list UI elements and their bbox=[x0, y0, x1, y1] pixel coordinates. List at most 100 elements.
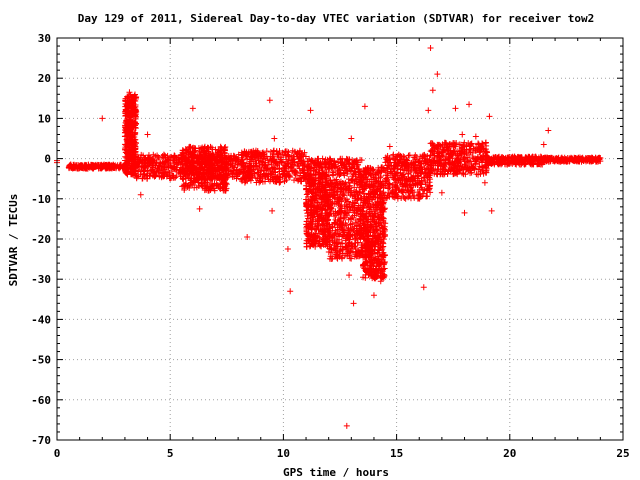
data-point-dense bbox=[185, 165, 192, 172]
data-point-dense bbox=[141, 156, 148, 163]
data-point-dense bbox=[198, 146, 205, 153]
data-point-dense bbox=[131, 92, 138, 99]
data-point-dense bbox=[129, 160, 136, 167]
data-points bbox=[54, 45, 604, 429]
data-point-dense bbox=[189, 170, 196, 177]
data-point-dense bbox=[187, 177, 194, 184]
data-point-dense bbox=[107, 165, 114, 172]
data-point-dense bbox=[147, 160, 154, 167]
data-point-dense bbox=[129, 129, 136, 136]
data-point-dense bbox=[202, 170, 209, 177]
data-point-dense bbox=[130, 146, 137, 153]
data-point-dense bbox=[204, 176, 211, 183]
data-point-dense bbox=[189, 182, 196, 189]
data-point-dense bbox=[183, 180, 190, 187]
data-point-dense bbox=[80, 165, 87, 172]
data-point-dense bbox=[104, 161, 111, 168]
data-point-dense bbox=[133, 174, 140, 181]
data-point-dense bbox=[123, 117, 130, 124]
data-point-dense bbox=[221, 155, 228, 162]
data-point-dense bbox=[155, 162, 162, 169]
data-point-dense bbox=[123, 150, 130, 157]
data-point-dense bbox=[191, 147, 198, 154]
data-point-dense bbox=[125, 109, 132, 116]
data-point-dense bbox=[222, 172, 229, 179]
data-point-dense bbox=[195, 166, 202, 173]
data-point-dense bbox=[172, 174, 179, 181]
data-point-dense bbox=[199, 159, 206, 166]
data-point-dense bbox=[160, 173, 167, 180]
data-point-dense bbox=[68, 164, 75, 171]
data-point-dense bbox=[230, 173, 237, 180]
data-point-dense bbox=[158, 167, 165, 174]
data-point-dense bbox=[130, 119, 137, 126]
data-point-dense bbox=[213, 160, 220, 167]
data-point-dense bbox=[123, 149, 130, 156]
data-point-dense bbox=[124, 132, 131, 139]
data-point-dense bbox=[221, 150, 228, 157]
data-point-dense bbox=[207, 156, 214, 163]
grid-lines bbox=[57, 38, 623, 440]
data-point-dense bbox=[124, 105, 131, 112]
data-point-dense bbox=[171, 152, 178, 159]
data-point-dense bbox=[212, 169, 219, 176]
data-point-dense bbox=[160, 154, 167, 161]
data-point-dense bbox=[209, 151, 216, 158]
data-point-dense bbox=[180, 153, 187, 160]
data-point-dense bbox=[207, 171, 214, 178]
data-point-dense bbox=[127, 114, 134, 121]
data-point-dense bbox=[152, 153, 159, 160]
data-point-dense bbox=[217, 143, 224, 150]
data-point-dense bbox=[215, 183, 222, 190]
data-point-dense bbox=[182, 146, 189, 153]
data-point-dense bbox=[187, 148, 194, 155]
data-point-dense bbox=[220, 177, 227, 184]
data-point-dense bbox=[191, 178, 198, 185]
data-point-dense bbox=[116, 164, 123, 171]
data-point-dense bbox=[132, 136, 139, 143]
data-point-dense bbox=[147, 170, 154, 177]
data-point-dense bbox=[209, 175, 216, 182]
data-point-dense bbox=[161, 169, 168, 176]
data-point-dense bbox=[123, 127, 130, 134]
data-point-dense bbox=[267, 170, 274, 177]
data-point-dense bbox=[140, 164, 147, 171]
data-point-dense bbox=[230, 152, 237, 159]
data-point-dense bbox=[173, 154, 180, 161]
data-point-dense bbox=[149, 156, 156, 163]
data-point-dense bbox=[123, 169, 130, 176]
data-point-dense bbox=[180, 175, 187, 182]
data-point-dense bbox=[257, 178, 264, 185]
data-point-dense bbox=[199, 183, 206, 190]
data-point-dense bbox=[159, 153, 166, 160]
data-point-dense bbox=[127, 143, 134, 150]
data-point-dense bbox=[206, 161, 213, 168]
data-point-dense bbox=[181, 187, 188, 194]
data-point-dense bbox=[196, 158, 203, 165]
data-point-dense bbox=[212, 146, 219, 153]
data-point-dense bbox=[199, 176, 206, 183]
data-point-dense bbox=[122, 95, 129, 102]
data-point-dense bbox=[141, 174, 148, 181]
data-point-dense bbox=[110, 162, 117, 169]
data-point-dense bbox=[186, 158, 193, 165]
data-point-dense bbox=[123, 154, 130, 161]
data-point-dense bbox=[145, 152, 152, 159]
data-point-dense bbox=[227, 161, 234, 168]
data-point-dense bbox=[193, 184, 200, 191]
data-point-dense bbox=[219, 185, 226, 192]
data-point-dense bbox=[208, 152, 215, 159]
data-point-dense bbox=[167, 154, 174, 161]
data-point-dense bbox=[122, 161, 129, 168]
data-point-dense bbox=[230, 157, 237, 164]
data-point-dense bbox=[133, 164, 140, 171]
data-point-dense bbox=[132, 108, 139, 115]
data-point-dense bbox=[182, 169, 189, 176]
data-point-dense bbox=[122, 141, 129, 148]
data-point-dense bbox=[152, 172, 159, 179]
data-point-dense bbox=[132, 125, 139, 132]
data-point-dense bbox=[179, 150, 186, 157]
data-point-dense bbox=[201, 180, 208, 187]
data-point-dense bbox=[69, 165, 76, 172]
